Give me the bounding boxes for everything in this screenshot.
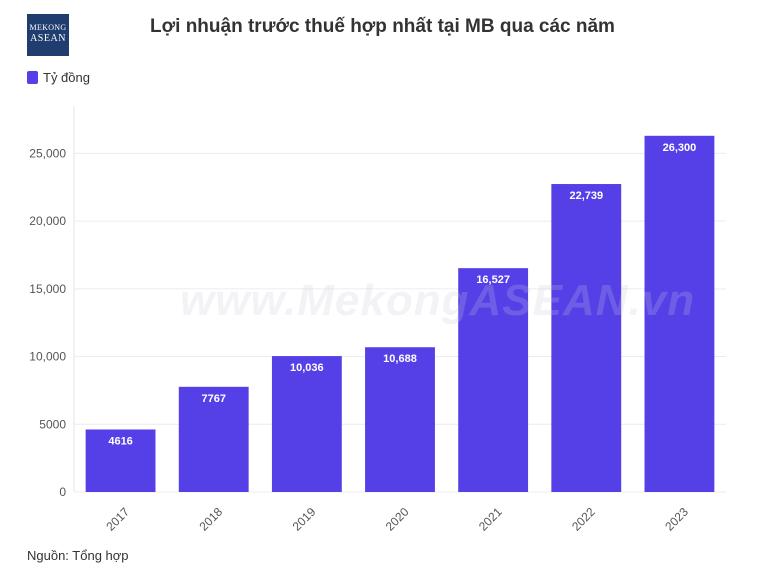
bar: [178, 386, 249, 492]
x-axis-ticks: 2017 2018 2019 2020 2021 2022 2023: [103, 505, 691, 534]
legend-label: Tỷ đồng: [43, 70, 90, 85]
x-tick-label: 2018: [196, 505, 225, 534]
value-labels: 4616 7767 10,036 10,688 16,527 22,739 26,300: [108, 142, 696, 448]
x-tick-label: 2021: [476, 505, 505, 534]
bar: [365, 347, 435, 492]
x-tick-label: 2017: [103, 505, 132, 534]
bar: [644, 135, 715, 492]
logo-line1: MEKONG: [29, 22, 67, 32]
source-note: Nguồn: Tổng hợp: [27, 548, 129, 563]
legend-swatch: [27, 71, 38, 84]
bar: [271, 356, 342, 492]
value-label: 22,739: [569, 190, 603, 202]
legend: Tỷ đồng: [27, 70, 90, 85]
y-tick-label: 5000: [39, 417, 66, 431]
bars: [85, 135, 715, 492]
y-tick-label: 0: [59, 485, 66, 499]
value-label: 4616: [108, 435, 132, 447]
bar: [551, 184, 622, 492]
y-tick-label: 15,000: [29, 282, 66, 296]
value-label: 16,527: [476, 274, 510, 286]
value-label: 10,688: [383, 353, 417, 365]
y-axis-ticks: 0 5000 10,000 15,000 20,000 25,000: [29, 146, 66, 499]
value-label: 7767: [201, 393, 225, 405]
x-tick-label: 2020: [383, 505, 412, 534]
bar: [85, 429, 156, 492]
value-label: 10,036: [290, 362, 324, 374]
logo-line2: ASEAN: [30, 32, 66, 44]
chart-title: Lợi nhuận trước thuế hợp nhất tại MB qua…: [150, 16, 615, 37]
y-tick-label: 20,000: [29, 214, 66, 228]
value-label: 26,300: [663, 142, 697, 154]
y-tick-label: 25,000: [29, 146, 66, 160]
mekong-asean-logo: MEKONG ASEAN: [27, 14, 69, 56]
bar: [458, 268, 529, 492]
x-tick-label: 2019: [290, 505, 319, 534]
x-tick-label: 2022: [569, 505, 598, 534]
x-tick-label: 2023: [662, 505, 691, 534]
y-tick-label: 10,000: [29, 350, 66, 364]
